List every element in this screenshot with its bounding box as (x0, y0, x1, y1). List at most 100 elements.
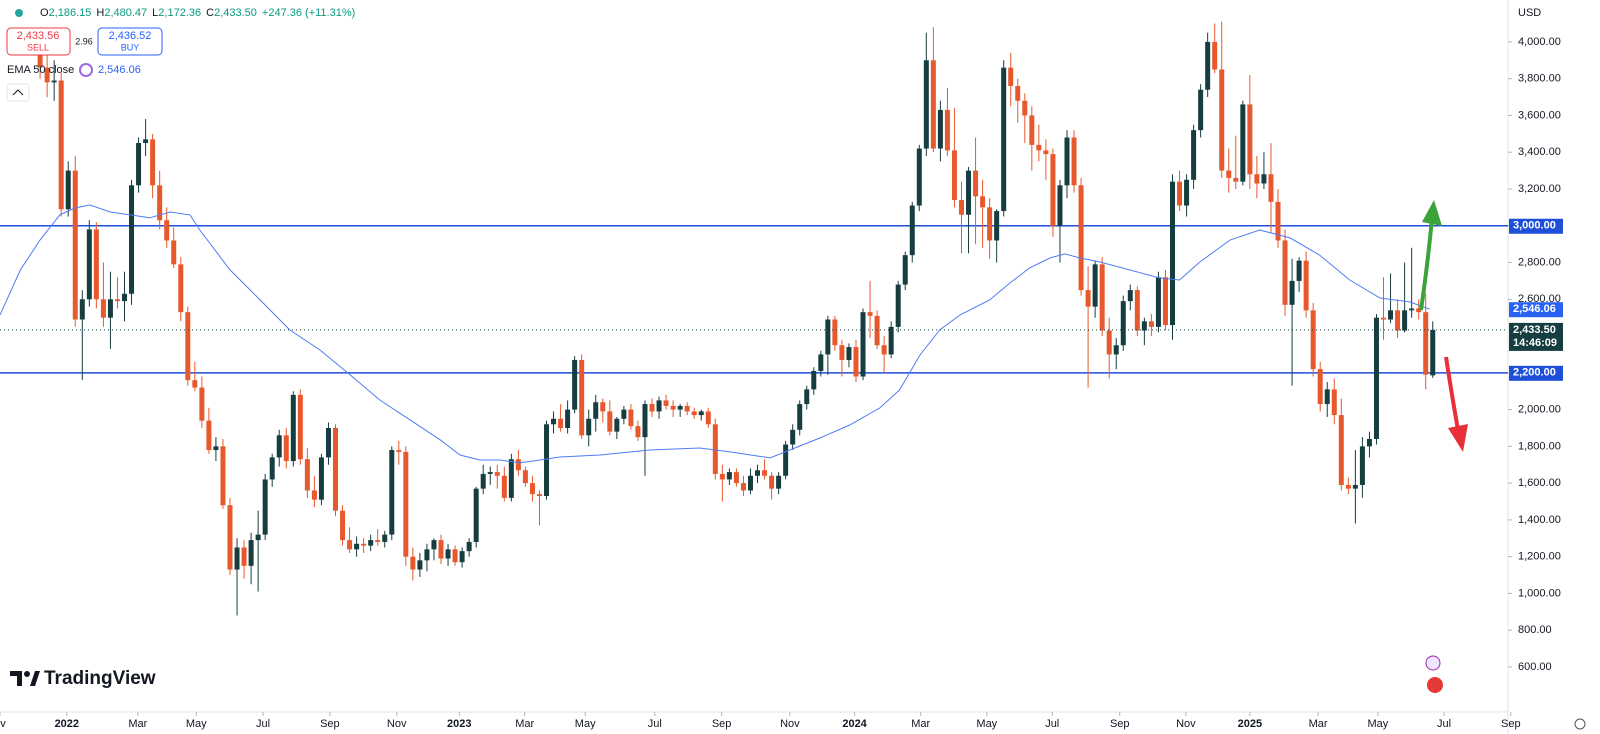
buy-button[interactable]: 2,436.52 BUY (97, 27, 163, 56)
legend-value: 2,433.50 (214, 7, 257, 19)
candle-body (466, 541, 472, 552)
candle-body (86, 229, 92, 300)
candle-body (79, 299, 85, 320)
candle-body (888, 326, 894, 355)
candle-body (1275, 201, 1281, 241)
candle-body (1099, 264, 1105, 331)
candle-body (51, 80, 57, 83)
candle-body (881, 345, 887, 355)
ema-label-text: 2,546.06 (1513, 303, 1556, 315)
candle-body (846, 347, 852, 360)
candle-body (705, 411, 711, 425)
legend-value: 2,480.47 (104, 7, 147, 19)
legend-key: C (206, 7, 214, 19)
candle-body (410, 556, 416, 570)
candle-body (72, 170, 78, 320)
candle-body (719, 473, 725, 480)
candle-body (867, 312, 873, 316)
candle-body (1071, 137, 1077, 186)
candle-body (311, 490, 317, 500)
candle-body (1310, 310, 1316, 370)
settings-icon[interactable] (1574, 718, 1586, 730)
candle-body (1409, 308, 1415, 311)
candle-body (44, 67, 50, 83)
candle-body (269, 457, 275, 480)
candle-body (1261, 174, 1267, 184)
candle-body (677, 405, 683, 410)
legend-value: 2,172.36 (158, 7, 201, 19)
candle-body (1092, 264, 1098, 307)
candle-body (1289, 280, 1295, 305)
hline-label-box (1509, 218, 1563, 234)
candle-body (1254, 174, 1260, 184)
candle-body (839, 345, 845, 360)
candle-body (262, 479, 268, 535)
candle-body (586, 418, 592, 436)
x-tick-label: May (575, 718, 596, 730)
candle-body (853, 347, 859, 377)
candle-body (980, 196, 986, 208)
candle-body (1359, 446, 1365, 485)
candle-body (663, 400, 669, 406)
candle-body (1184, 179, 1190, 206)
candle-body (916, 148, 922, 206)
candle-body (248, 540, 254, 566)
candle-body (558, 418, 564, 428)
collapse-button[interactable] (6, 83, 30, 102)
candle-body (1338, 415, 1344, 485)
sell-button[interactable]: 2,433.56 SELL (6, 27, 71, 56)
candle-body (1296, 260, 1302, 281)
candle-body (551, 418, 557, 425)
candle-body (1191, 130, 1197, 180)
candle-body (951, 150, 957, 201)
candle-body (361, 543, 367, 546)
hline-label-text: 3,000.00 (1513, 220, 1556, 232)
candle-body (368, 540, 374, 546)
candle-body (234, 547, 240, 570)
candle-body (937, 109, 943, 149)
x-tick-label: 2024 (842, 718, 867, 730)
candle-body (825, 319, 831, 355)
candle-body (1324, 389, 1330, 405)
candle-body (1205, 41, 1211, 90)
candle-body (431, 540, 437, 550)
candle-body (1345, 484, 1351, 489)
ema-legend-value: 2,546.06 (98, 64, 141, 76)
candle-body (1268, 174, 1274, 202)
candle-body (121, 293, 127, 302)
x-tick-label: May (186, 718, 207, 730)
candle-body (297, 394, 303, 460)
y-tick-label: 3,600.00 (1518, 109, 1561, 121)
candle-body (1043, 150, 1049, 155)
buy-label: BUY (121, 42, 140, 52)
candle-body (508, 459, 514, 498)
candle-body (572, 359, 578, 410)
assistant-icon[interactable] (1425, 655, 1441, 671)
y-tick-label: 1,600.00 (1518, 477, 1561, 489)
candle-body (635, 426, 641, 438)
candle-body (382, 534, 388, 542)
x-tick-label: Nov (387, 718, 407, 730)
plot-area: 4,000.00 3,800.00 3,600.00 3,400.00 3,200.00… (0, 21, 1561, 730)
brand-name: TradingView (44, 668, 156, 689)
flag-icon[interactable] (1427, 677, 1443, 693)
candle-body (579, 359, 585, 436)
x-tick-label: 2023 (447, 718, 471, 730)
candle-body (1303, 260, 1309, 311)
candle-body (333, 427, 339, 511)
candle-body (100, 299, 106, 318)
sell-price: 2,433.56 (17, 30, 60, 42)
candle-body (114, 299, 120, 302)
candle-body (628, 409, 634, 427)
candle-body (185, 312, 191, 381)
candle-body (790, 429, 796, 445)
candle-body (340, 510, 346, 541)
candle-body (860, 312, 866, 377)
candle-body (832, 319, 838, 346)
hline-label-box (1509, 365, 1563, 381)
candle-body (642, 404, 648, 438)
candle-body (811, 370, 817, 390)
